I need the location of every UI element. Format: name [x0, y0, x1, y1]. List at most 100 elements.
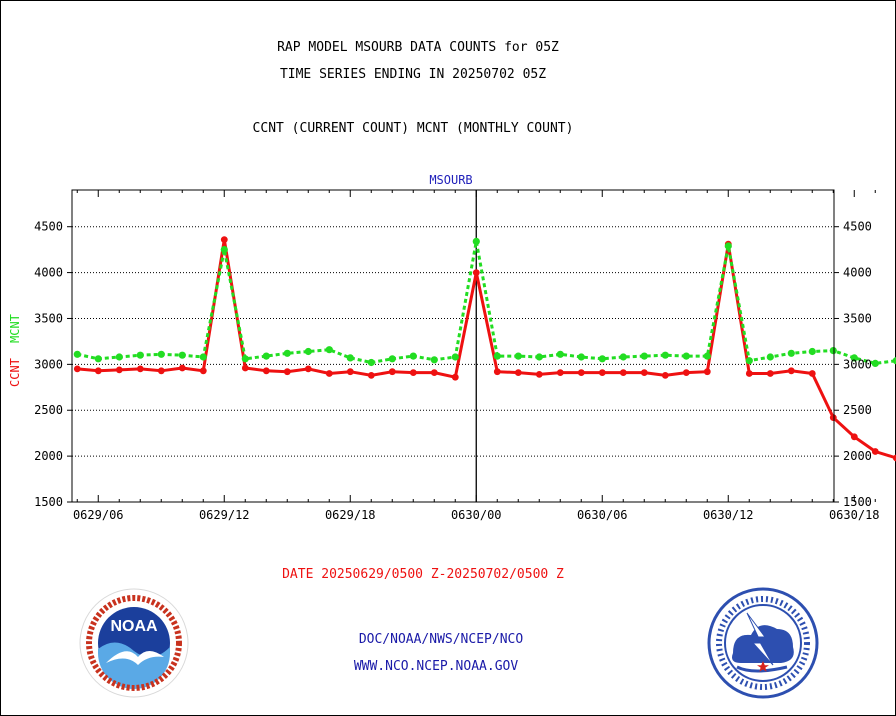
- point-ccnt: [241, 364, 249, 372]
- point-ccnt: [556, 369, 564, 376]
- y-tick-label-right: 2000: [843, 449, 872, 463]
- point-mcnt: [409, 352, 417, 360]
- point-mcnt: [94, 355, 102, 363]
- panel-label: MSOURB: [429, 173, 472, 187]
- point-ccnt: [157, 367, 165, 375]
- point-mcnt: [73, 350, 81, 358]
- point-ccnt: [514, 369, 522, 376]
- point-ccnt: [115, 366, 123, 374]
- nco-org-link[interactable]: DOC/NOAA/NWS/NCEP/NCO: [358, 632, 524, 647]
- point-ccnt: [871, 448, 879, 455]
- point-mcnt: [451, 353, 459, 361]
- y-tick-label-right: 2500: [843, 403, 872, 417]
- point-mcnt: [346, 354, 354, 362]
- x-tick-label: 0629/06: [73, 508, 124, 522]
- y-tick-label-right: 1500: [843, 495, 872, 509]
- x-tick-label: 0630/18: [829, 508, 880, 522]
- point-mcnt: [829, 347, 837, 355]
- noaa-logo-text: NOAA: [110, 618, 158, 635]
- point-ccnt: [577, 369, 585, 376]
- point-mcnt: [724, 242, 732, 250]
- series-line-mcnt: [76, 241, 896, 365]
- point-mcnt: [535, 353, 543, 361]
- noaa-logo: NOAA: [79, 588, 189, 698]
- y-tick-label-left: 2500: [34, 403, 63, 417]
- series-layer: [73, 236, 896, 462]
- x-tick-label: 0630/06: [577, 508, 628, 522]
- point-mcnt: [115, 353, 123, 361]
- y-tick-label-right: 4000: [843, 266, 872, 280]
- y-tick-label-right: 3000: [843, 357, 872, 371]
- point-mcnt: [388, 355, 396, 363]
- point-ccnt: [892, 454, 896, 462]
- y-tick-label-left: 3500: [34, 311, 63, 325]
- chart-title-line2: TIME SERIES ENDING IN 20250702 05Z: [280, 67, 546, 82]
- point-mcnt: [619, 353, 627, 361]
- point-ccnt: [199, 367, 207, 375]
- point-mcnt: [745, 357, 753, 365]
- point-ccnt: [178, 364, 186, 372]
- point-ccnt: [829, 414, 837, 421]
- point-mcnt: [220, 246, 228, 254]
- point-ccnt: [136, 365, 144, 373]
- point-ccnt: [262, 367, 270, 375]
- point-mcnt: [808, 347, 816, 356]
- point-mcnt: [325, 346, 333, 354]
- point-mcnt: [178, 351, 186, 359]
- point-mcnt: [430, 356, 438, 364]
- point-mcnt: [367, 358, 375, 367]
- y-tick-label-left: 4000: [34, 266, 63, 280]
- point-mcnt: [556, 350, 564, 358]
- point-ccnt: [682, 369, 690, 376]
- point-ccnt: [73, 365, 81, 373]
- point-mcnt: [640, 352, 648, 360]
- point-mcnt: [493, 352, 501, 360]
- point-ccnt: [766, 370, 774, 377]
- point-mcnt: [136, 351, 144, 359]
- point-ccnt: [493, 368, 501, 376]
- nco-website-link[interactable]: WWW.NCO.NCEP.NOAA.GOV: [353, 659, 519, 674]
- point-ccnt: [409, 369, 417, 376]
- point-ccnt: [787, 367, 795, 375]
- point-mcnt: [598, 355, 606, 363]
- point-mcnt: [157, 350, 165, 358]
- y-tick-label-left: 3000: [34, 357, 63, 371]
- point-mcnt: [703, 352, 711, 360]
- point-mcnt: [892, 357, 896, 365]
- y-tick-label-left: 4500: [34, 220, 63, 234]
- point-mcnt: [514, 352, 522, 360]
- plot-area-border: [71, 189, 835, 503]
- point-ccnt: [451, 373, 459, 381]
- point-mcnt: [850, 354, 858, 362]
- point-ccnt: [388, 368, 396, 376]
- point-ccnt: [640, 369, 648, 376]
- chart-subtitle: CCNT (CURRENT COUNT) MCNT (MONTHLY COUNT…: [253, 121, 574, 136]
- point-ccnt: [220, 236, 228, 244]
- point-mcnt: [262, 352, 270, 360]
- point-ccnt: [325, 370, 333, 377]
- x-tick-label: 0629/12: [199, 508, 250, 522]
- axis-ticks: 1500 1500 2000 2000 2500 2500 3000 3000 3500 3500…: [34, 190, 896, 522]
- point-ccnt: [304, 365, 312, 373]
- point-ccnt: [430, 369, 438, 376]
- point-mcnt: [871, 359, 879, 367]
- point-mcnt: [577, 353, 585, 361]
- point-ccnt: [619, 369, 627, 376]
- point-mcnt: [787, 349, 795, 357]
- x-tick-label: 0630/00: [451, 508, 502, 522]
- grid-lines: [72, 190, 834, 502]
- point-ccnt: [283, 368, 291, 376]
- point-ccnt: [745, 370, 753, 377]
- point-ccnt: [346, 368, 354, 376]
- y-axis-label-ccnt: CCNT: [8, 358, 22, 387]
- point-ccnt: [808, 370, 816, 377]
- y-axis-label-mcnt: MCNT: [8, 314, 22, 343]
- point-ccnt: [535, 371, 543, 378]
- y-tick-label-left: 1500: [34, 495, 63, 509]
- chart-title-line1: RAP MODEL MSOURB DATA COUNTS for 05Z: [277, 40, 559, 55]
- point-ccnt: [703, 368, 711, 376]
- date-range-label: DATE 20250629/0500 Z-20250702/0500 Z: [282, 567, 564, 582]
- point-ccnt: [367, 372, 375, 379]
- point-ccnt: [472, 269, 480, 276]
- point-ccnt: [598, 369, 606, 376]
